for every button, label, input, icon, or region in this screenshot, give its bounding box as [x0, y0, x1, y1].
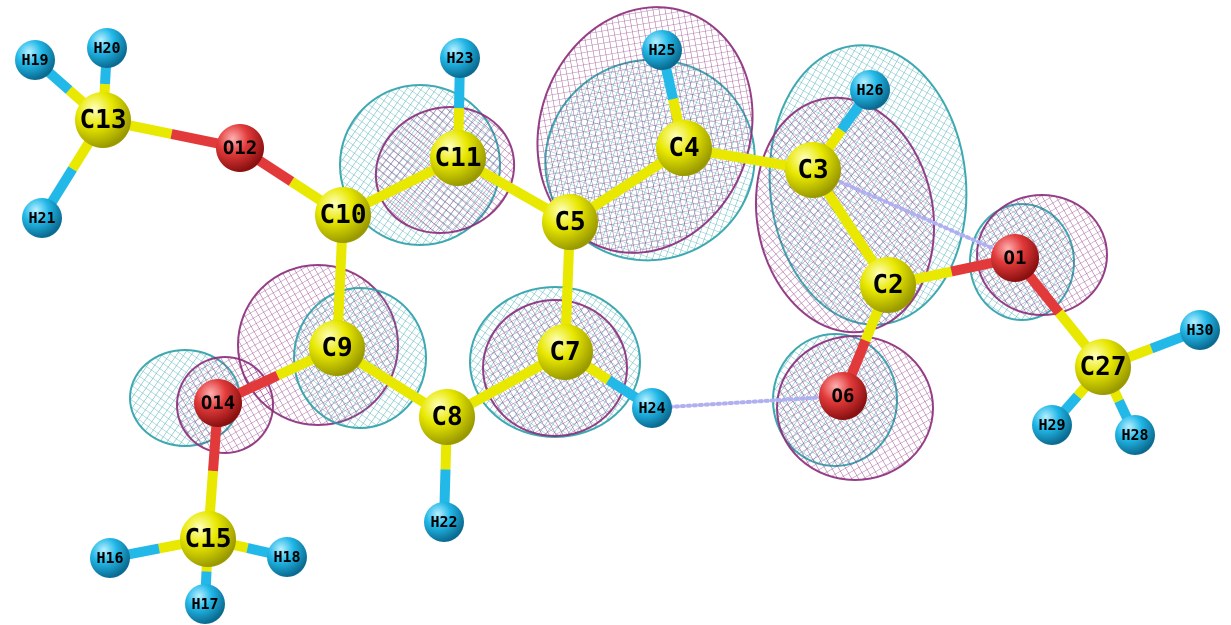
atom-C13	[75, 92, 131, 148]
atom-label-H20: H20	[93, 39, 120, 57]
atom-label-H18: H18	[273, 548, 300, 566]
atom-label-H29: H29	[1038, 416, 1065, 434]
atom-label-O1: O1	[1004, 247, 1027, 269]
atom-H20	[87, 28, 127, 68]
atom-label-H22: H22	[430, 513, 457, 531]
atom-label-H23: H23	[446, 49, 473, 67]
atom-H23	[440, 38, 480, 78]
atom-label-H17: H17	[191, 595, 218, 613]
atom-C11	[430, 130, 486, 186]
atoms	[15, 28, 1220, 624]
atom-C9	[309, 320, 365, 376]
atom-label-H19: H19	[21, 51, 48, 69]
atom-H25	[642, 30, 682, 70]
atom-labels: C13 H19 H20 H21 O12 C10 C11 H23 C5 C4 H25 C3 H26 C2 O1…	[21, 39, 1213, 613]
atom-H24	[632, 388, 672, 428]
atom-C2	[860, 257, 916, 313]
atom-label-C3: C3	[797, 155, 828, 185]
hydrogen-bonds	[650, 168, 1017, 410]
atom-C7	[537, 324, 593, 380]
atom-label-H26: H26	[856, 81, 883, 99]
atom-H18	[267, 537, 307, 577]
atom-label-H21: H21	[28, 209, 55, 227]
atom-label-C5: C5	[554, 207, 585, 237]
atom-label-C9: C9	[321, 333, 352, 363]
atom-label-H28: H28	[1121, 426, 1148, 444]
atom-H16	[90, 538, 130, 578]
atom-label-C4: C4	[668, 133, 699, 163]
hbond-H24-O6	[650, 394, 845, 410]
atom-H30	[1180, 310, 1220, 350]
atom-C5	[542, 194, 598, 250]
atom-label-C15: C15	[185, 524, 232, 554]
atom-O6	[819, 372, 867, 420]
atom-label-O14: O14	[201, 392, 235, 414]
orbital-lobes	[129, 6, 1108, 481]
atom-label-H16: H16	[96, 549, 123, 567]
atom-H29	[1032, 405, 1072, 445]
atom-H21	[22, 198, 62, 238]
atom-H17	[185, 584, 225, 624]
lobe-C4-negative	[536, 6, 754, 254]
atom-label-H24: H24	[638, 399, 665, 417]
atom-H28	[1115, 415, 1155, 455]
atom-C27	[1075, 339, 1131, 395]
atom-label-C8: C8	[431, 402, 462, 432]
atom-O14	[194, 379, 242, 427]
atom-C4	[656, 120, 712, 176]
atom-O12	[216, 124, 264, 172]
atom-H22	[424, 502, 464, 542]
atom-label-C27: C27	[1080, 352, 1127, 382]
lobe-O1-negative	[976, 194, 1108, 316]
atom-label-H30: H30	[1186, 321, 1213, 339]
atom-C10	[315, 187, 371, 243]
atom-label-C2: C2	[872, 270, 903, 300]
atom-label-C7: C7	[549, 337, 580, 367]
atom-label-C10: C10	[320, 200, 367, 230]
atom-label-H25: H25	[648, 41, 675, 59]
atom-C3	[785, 142, 841, 198]
atom-label-O6: O6	[832, 385, 855, 407]
atom-label-O12: O12	[223, 137, 257, 159]
atom-H26	[850, 70, 890, 110]
atom-C15	[180, 511, 236, 567]
atom-C8	[419, 389, 475, 445]
atom-O1	[991, 234, 1039, 282]
atom-label-C11: C11	[435, 143, 482, 173]
atom-H19	[15, 40, 55, 80]
hbond-C3-O1	[811, 168, 1017, 260]
atom-label-C13: C13	[80, 105, 127, 135]
